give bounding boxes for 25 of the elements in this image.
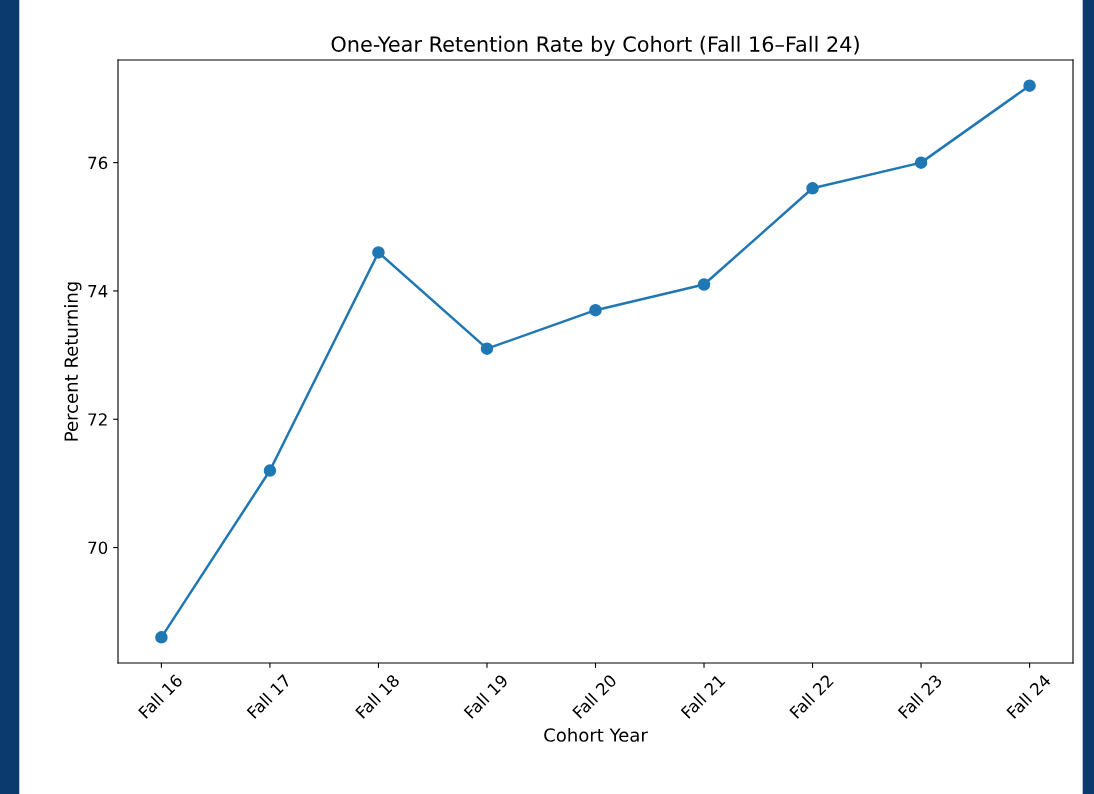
- chart-title: One-Year Retention Rate by Cohort (Fall 16–Fall 24): [331, 35, 859, 56]
- point: [914, 156, 928, 169]
- point: [263, 464, 277, 477]
- x-tick-label: Fall 16: [137, 673, 184, 719]
- x-axis-title: Cohort Year: [544, 727, 648, 742]
- point: [480, 342, 494, 355]
- x-tick-label: Fall 24: [1005, 673, 1052, 719]
- x-tick-label: Fall 22: [788, 673, 834, 719]
- y-tick-label: 76: [88, 156, 108, 170]
- y-tick-label: 70: [88, 541, 108, 555]
- x-tick-label: Fall 18: [354, 673, 401, 719]
- point: [697, 278, 711, 291]
- x-tick-label: Fall 20: [571, 673, 618, 719]
- x-tick-label: Fall 23: [897, 673, 943, 719]
- point: [155, 631, 168, 644]
- point: [589, 303, 602, 317]
- point: [1023, 79, 1036, 92]
- x-tick-label: Fall 19: [463, 673, 509, 719]
- point: [372, 246, 385, 259]
- y-axis-title: Percent Returning: [64, 282, 82, 441]
- y-tick-label: 72: [88, 413, 107, 426]
- x-tick-label: Fall 17: [246, 673, 292, 719]
- y-tick-label: 74: [88, 285, 108, 298]
- point: [806, 182, 819, 195]
- x-tick-label: Fall 21: [680, 673, 726, 719]
